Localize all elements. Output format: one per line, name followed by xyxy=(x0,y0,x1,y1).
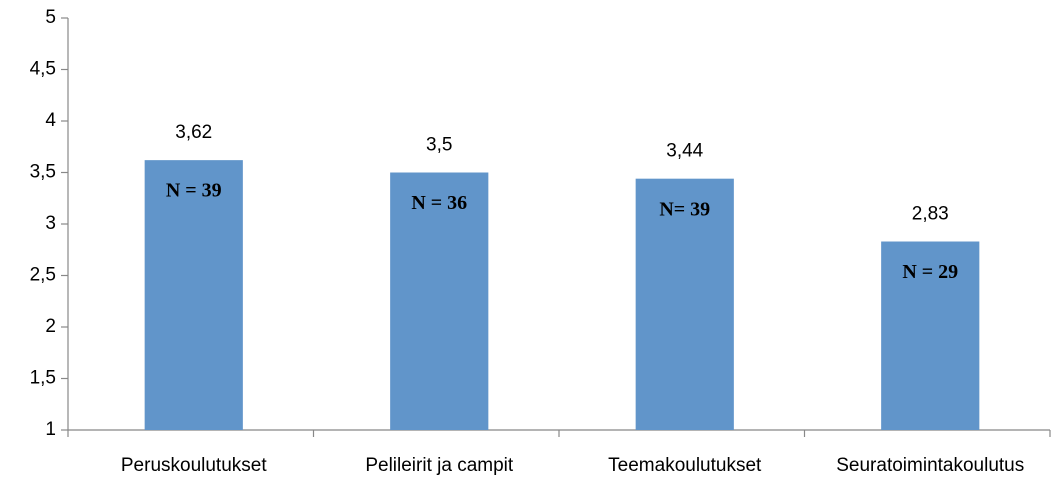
bar xyxy=(635,178,734,430)
annotation: N = 36 xyxy=(411,192,467,214)
annotation: N= 39 xyxy=(659,198,710,220)
x-tick-label: Seuratoimintakoulutus xyxy=(836,455,1024,476)
y-tick-label: 3,5 xyxy=(30,162,56,183)
value-label: 3,62 xyxy=(175,122,212,143)
bar xyxy=(144,160,243,430)
annotation: N = 29 xyxy=(902,261,958,283)
y-tick-label: 4,5 xyxy=(30,59,56,80)
annotation: N = 39 xyxy=(166,180,222,202)
y-tick-label: 3 xyxy=(45,213,56,234)
bar xyxy=(881,241,980,430)
y-tick-label: 1 xyxy=(45,419,56,440)
y-tick-label: 1,5 xyxy=(30,368,56,389)
y-tick-label: 2 xyxy=(45,316,56,337)
bar xyxy=(390,172,489,430)
y-tick-label: 4 xyxy=(45,110,56,131)
value-label: 3,44 xyxy=(666,141,703,162)
x-tick-label: Teemakoulutukset xyxy=(608,455,762,476)
x-tick-label: Pelileirit ja campit xyxy=(365,455,514,476)
y-tick-label: 5 xyxy=(45,7,56,28)
y-tick-label: 2,5 xyxy=(30,265,56,286)
x-tick-label: Peruskoulutukset xyxy=(121,455,267,476)
value-label: 3,5 xyxy=(426,135,452,156)
value-label: 2,83 xyxy=(912,204,949,225)
